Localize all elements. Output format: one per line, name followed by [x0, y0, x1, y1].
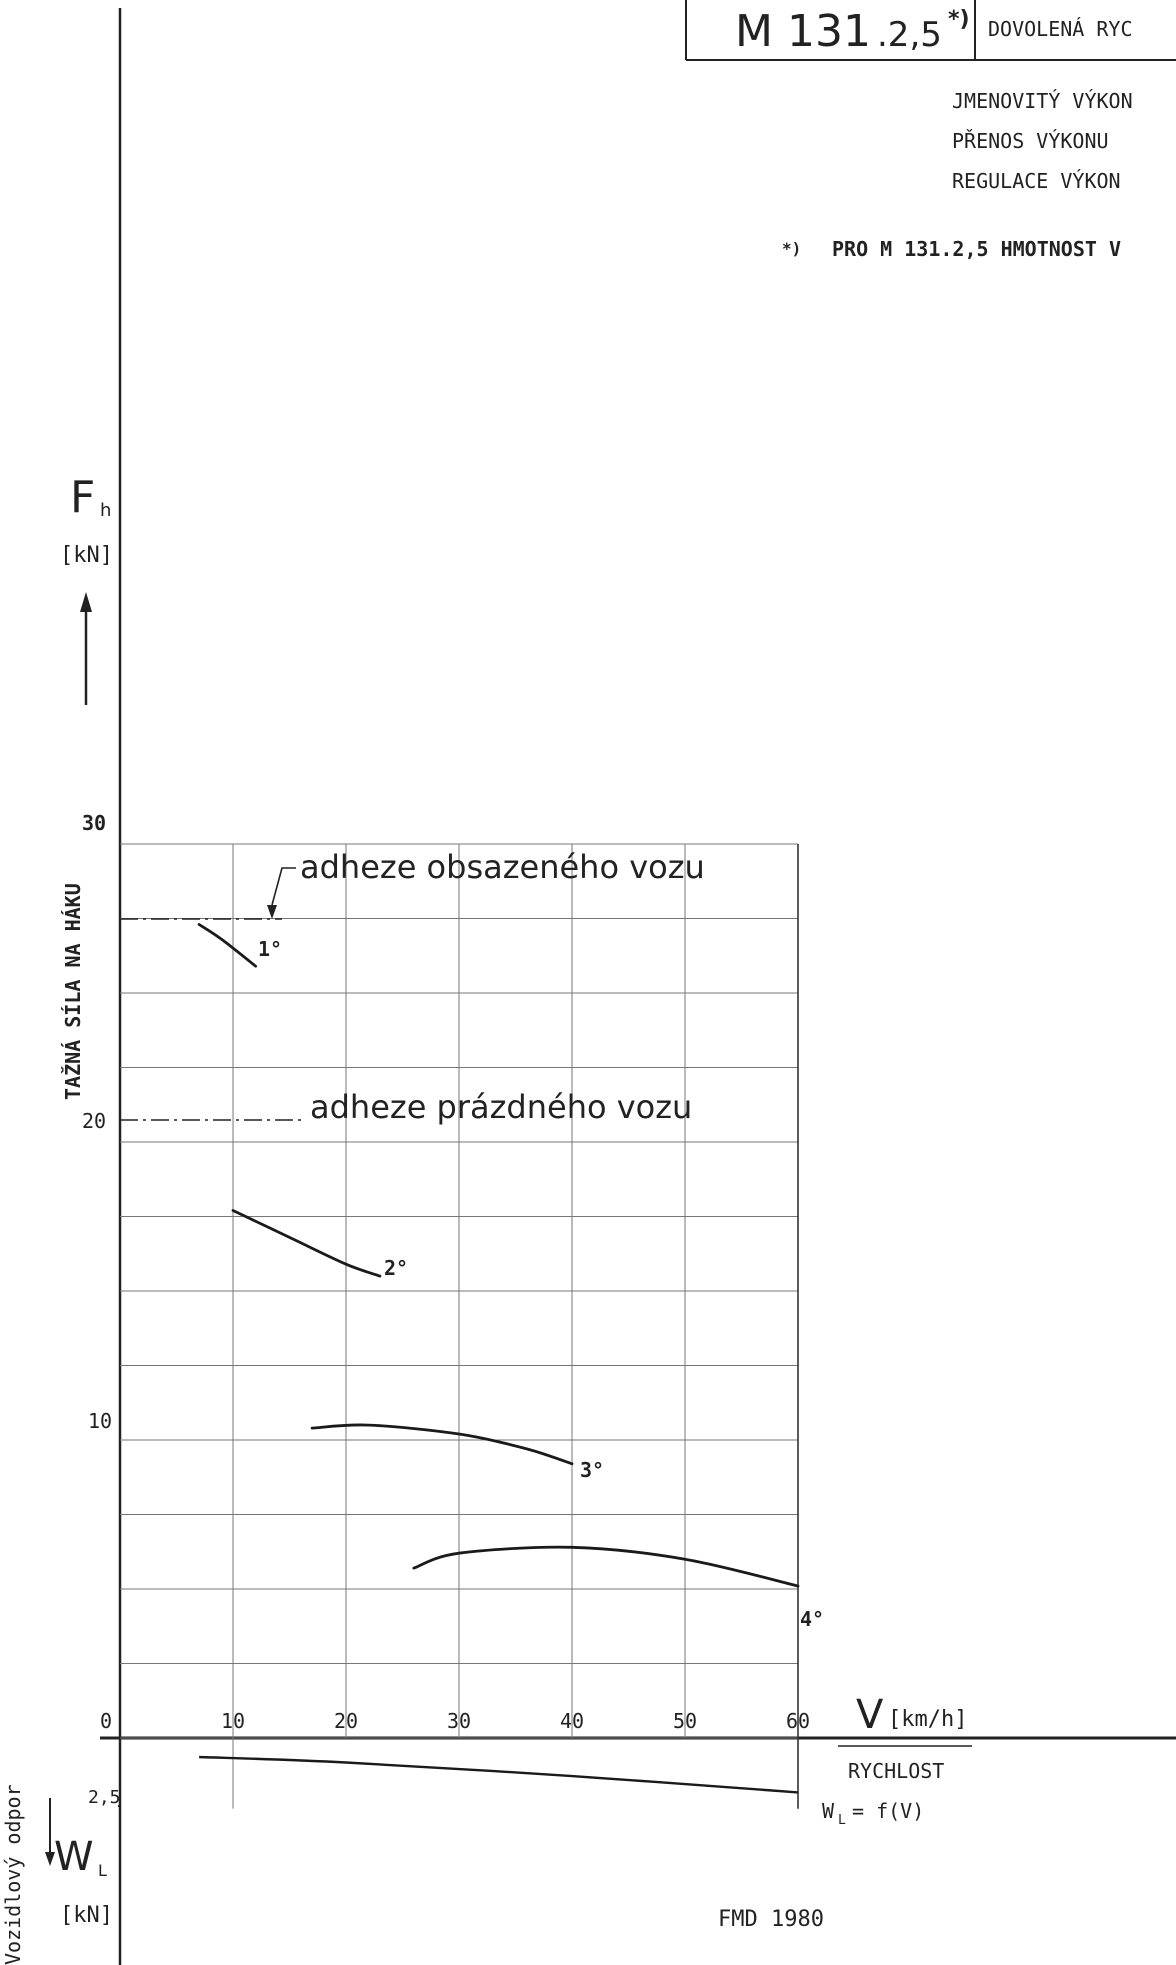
wl-subscript: L [98, 1861, 107, 1880]
curves-group [197, 923, 800, 1794]
adhesion-empty-label: adheze prázdného vozu [310, 1088, 692, 1126]
up-arrow-icon [80, 592, 92, 612]
y-tick-label: 10 [88, 1409, 112, 1433]
chart-grid [120, 843, 799, 1809]
wl-formula-sub: L [838, 1813, 846, 1828]
model-mark: *) [948, 7, 970, 32]
gear-curve-2 [231, 1209, 382, 1278]
wl-unit: [kN] [60, 1903, 113, 1928]
wl-formula-symbol: W [822, 1799, 835, 1823]
footnote-mark: *) [782, 239, 801, 258]
y-tick-label: 30 [82, 811, 106, 835]
y-tick-label: 20 [82, 1109, 106, 1133]
x-tick-label: 10 [221, 1709, 245, 1733]
gear-curve-4 [412, 1545, 800, 1588]
x-tick-label: 50 [673, 1709, 697, 1733]
x-tick-label: 20 [334, 1709, 358, 1733]
gear-label-4: 4° [800, 1607, 824, 1631]
spec-line-3: REGULACE VÝKON [952, 169, 1121, 193]
arrow-down-icon [267, 905, 277, 919]
model-prefix: M 131 [735, 6, 871, 57]
speed-label: DOVOLENÁ RYC [988, 17, 1133, 41]
x-axis-label: RYCHLOST [848, 1759, 944, 1783]
y-axis-label: TAŽNÁ SÍLA NA HÁKU [61, 883, 85, 1100]
adhesion-loaded-leader [271, 867, 296, 906]
gear-label-2: 2° [384, 1256, 408, 1280]
x-symbol: V [856, 1692, 884, 1738]
wl-symbol: W [54, 1834, 94, 1880]
x-tick-label: 40 [560, 1709, 584, 1733]
spec-line-1: JMENOVITÝ VÝKON [952, 89, 1133, 113]
y-symbol-sub: h [100, 500, 111, 521]
resistance-label: Vozidlový odpor [1, 1784, 25, 1965]
down-arrow-icon [45, 1852, 55, 1866]
x-tick-label: 60 [786, 1709, 810, 1733]
header-box: M 131 .2,5 *) DOVOLENÁ RYC [685, 0, 1176, 61]
y-axis-symbol: F h [kN] [60, 472, 113, 705]
x-tick-labels: 10 20 30 40 50 60 [221, 1709, 810, 1733]
resistance-curve [199, 1755, 799, 1794]
spec-line-2: PŘENOS VÝKONU [952, 129, 1109, 153]
y-symbol-f: F [70, 472, 95, 523]
x-unit: [km/h] [888, 1707, 967, 1732]
x-origin-label: 0 [100, 1709, 112, 1733]
wl-formula: = f(V) [852, 1799, 924, 1823]
wl-tick-label: 2,5 [88, 1787, 121, 1808]
model-suffix: .2,5 [877, 15, 942, 55]
y-unit: [kN] [60, 543, 113, 568]
footnote-text: PRO M 131.2,5 HMOTNOST V [832, 237, 1121, 261]
gear-label-3: 3° [580, 1458, 604, 1482]
x-tick-label: 30 [447, 1709, 471, 1733]
gear-curve-1 [197, 923, 257, 968]
gear-label-1: 1° [258, 937, 282, 961]
gear-curve-3 [310, 1423, 574, 1466]
adhesion-loaded-label: adheze obsazeného vozu [300, 848, 705, 886]
footer-text: FMD 1980 [718, 1907, 824, 1932]
